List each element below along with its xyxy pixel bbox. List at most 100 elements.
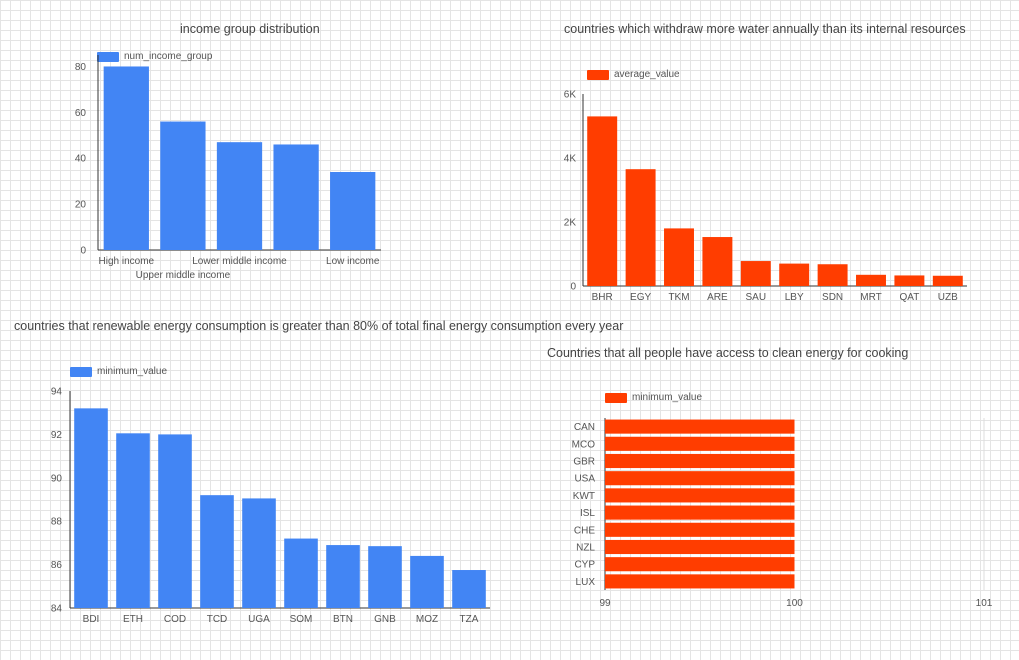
x-tick-label: QAT [899, 292, 919, 303]
legend-swatch [605, 392, 627, 403]
x-tick-label: BHR [592, 292, 613, 303]
bar-lower-middle-income [216, 142, 263, 250]
x-tick-label: 100 [786, 598, 803, 609]
x-tick-label: COD [164, 614, 186, 625]
bar-moz [410, 555, 444, 608]
x-tick-label: SDN [822, 292, 843, 303]
bar-bhr [587, 116, 618, 287]
chart-title: countries that renewable energy consumpt… [14, 319, 624, 333]
x-tick-label: ETH [123, 614, 143, 625]
chart-legend: minimum_value [70, 366, 167, 377]
chart-legend: minimum_value [605, 392, 702, 403]
x-tick-label: 99 [599, 598, 611, 609]
x-tick-label: Low income [326, 256, 380, 267]
x-tick-label: High income [99, 256, 155, 267]
x-tick-label: 101 [976, 598, 993, 609]
chart-legend: num_income_group [97, 51, 212, 62]
y-tick-label: CYP [574, 560, 595, 571]
bar-tcd [200, 495, 234, 608]
bar-uga [242, 498, 276, 608]
x-tick-label: UGA [248, 614, 270, 625]
x-tick-label: MOZ [416, 614, 438, 625]
x-tick-label: SAU [746, 292, 767, 303]
legend-swatch [587, 69, 609, 80]
bar-isl [605, 505, 795, 520]
bar-qat [894, 275, 925, 286]
x-tick-label: SOM [290, 614, 313, 625]
y-tick-label: 20 [75, 200, 87, 211]
y-tick-label: 0 [80, 246, 86, 257]
y-tick-label: CAN [574, 422, 595, 433]
bar-cyp [605, 557, 795, 572]
chart-title: Countries that all people have access to… [547, 346, 909, 360]
bar-che [605, 522, 795, 537]
x-tick-label: TKM [668, 292, 689, 303]
y-tick-label: 40 [75, 154, 87, 165]
y-tick-label: 80 [75, 62, 87, 73]
x-tick-label: Lower middle income [192, 256, 287, 267]
y-tick-label: MCO [572, 439, 596, 450]
bar-gnb [368, 546, 402, 608]
y-tick-label: CHE [574, 525, 595, 536]
bar-can [605, 419, 795, 434]
legend-label: minimum_value [97, 366, 168, 377]
bar-cod [158, 434, 192, 608]
y-tick-label: 84 [51, 604, 63, 615]
bar-tza [452, 570, 486, 608]
x-tick-label: MRT [860, 292, 881, 303]
bar-mrt [856, 274, 886, 286]
legend-label: num_income_group [124, 51, 213, 62]
y-tick-label: 0 [570, 282, 576, 293]
y-tick-label: 2K [564, 218, 577, 229]
x-tick-label: GNB [374, 614, 396, 625]
bar-upper-middle-income [160, 121, 206, 250]
bar-uzb [932, 275, 963, 286]
bar-usa [605, 471, 795, 486]
x-tick-label: Upper middle income [136, 270, 231, 281]
bar-low-income [330, 172, 376, 250]
x-tick-label: TCD [207, 614, 228, 625]
x-tick-label: UZB [938, 292, 958, 303]
y-tick-label: LUX [576, 577, 596, 588]
legend-label: average_value [614, 69, 680, 80]
legend-label: minimum_value [632, 392, 703, 403]
y-tick-label: 94 [51, 387, 63, 398]
bar-nzl [605, 539, 795, 555]
x-tick-label: LBY [785, 292, 804, 303]
x-tick-label: TZA [460, 614, 479, 625]
y-tick-label: 4K [564, 154, 577, 165]
bar-kwt [605, 488, 795, 503]
y-tick-label: 6K [564, 90, 577, 101]
y-tick-label: USA [574, 474, 595, 485]
bar-gbr [605, 453, 795, 469]
bar-eth [116, 433, 150, 608]
y-tick-label: 92 [51, 430, 63, 441]
x-tick-label: ARE [707, 292, 728, 303]
bar-egy [625, 169, 656, 286]
y-tick-label: ISL [580, 508, 595, 519]
y-tick-label: 86 [51, 560, 63, 571]
chart-title: income group distribution [180, 22, 320, 36]
bar-high-income [103, 66, 149, 251]
bar-sau [740, 261, 771, 286]
y-tick-label: 90 [51, 473, 63, 484]
x-tick-label: BDI [83, 614, 100, 625]
bar-lby [779, 263, 810, 286]
bar-are [702, 237, 733, 286]
y-tick-label: 88 [51, 517, 63, 528]
bar-lux [605, 574, 795, 589]
y-tick-label: GBR [573, 457, 595, 468]
y-tick-label: 60 [75, 108, 87, 119]
bar-upper-middle-income [273, 144, 319, 250]
bar-btn [326, 545, 360, 608]
chart-legend: average_value [587, 69, 680, 80]
bar-som [284, 538, 318, 608]
legend-swatch [70, 366, 92, 377]
x-tick-label: EGY [630, 292, 651, 303]
bar-mco [605, 436, 795, 451]
bar-tkm [664, 228, 694, 286]
chart-title: countries which withdraw more water annu… [564, 22, 966, 36]
y-tick-label: NZL [576, 543, 595, 554]
bar-bdi [74, 408, 108, 608]
